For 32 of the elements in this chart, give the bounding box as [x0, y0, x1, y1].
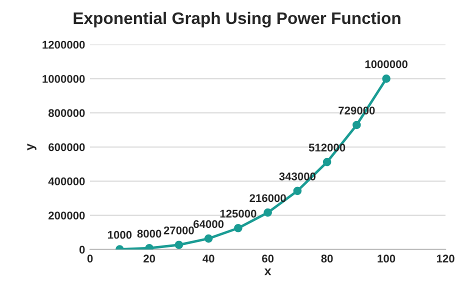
x-tick-label: 40: [202, 254, 214, 263]
x-tick-label: 120: [436, 254, 454, 263]
y-tick-label: 800000: [48, 109, 85, 117]
data-label: 1000000: [365, 60, 408, 68]
y-tick-label: 600000: [48, 143, 85, 152]
data-label: 8000: [137, 230, 162, 238]
data-label: 125000: [220, 210, 256, 218]
y-tick-label: 0: [79, 246, 85, 254]
point: [204, 234, 213, 243]
point: [382, 74, 390, 83]
x-tick-label: 0: [87, 254, 93, 263]
x-tick-label: 80: [321, 254, 333, 263]
point: [293, 186, 302, 196]
data-label: 27000: [164, 226, 194, 234]
point: [352, 120, 361, 130]
data-label: 64000: [194, 220, 224, 228]
y-axis-title: y: [27, 144, 36, 150]
point: [264, 208, 272, 217]
point: [174, 240, 184, 250]
y-tick-label: 1200000: [42, 40, 85, 49]
x-tick-label: 60: [262, 254, 274, 263]
chart-title: Exponential Graph Using Power Function: [74, 12, 400, 28]
data-label: 1000: [108, 230, 132, 239]
x-tick-label: 100: [378, 254, 396, 263]
x-axis-title: x: [264, 268, 272, 276]
point: [322, 158, 332, 166]
point: [234, 224, 242, 232]
y-tick-label: 200000: [48, 212, 85, 220]
y-tick-label: 400000: [48, 177, 85, 186]
data-label: 216000: [250, 194, 286, 202]
x-tick-label: 20: [144, 254, 156, 263]
y-tick-label: 1000000: [42, 74, 85, 83]
